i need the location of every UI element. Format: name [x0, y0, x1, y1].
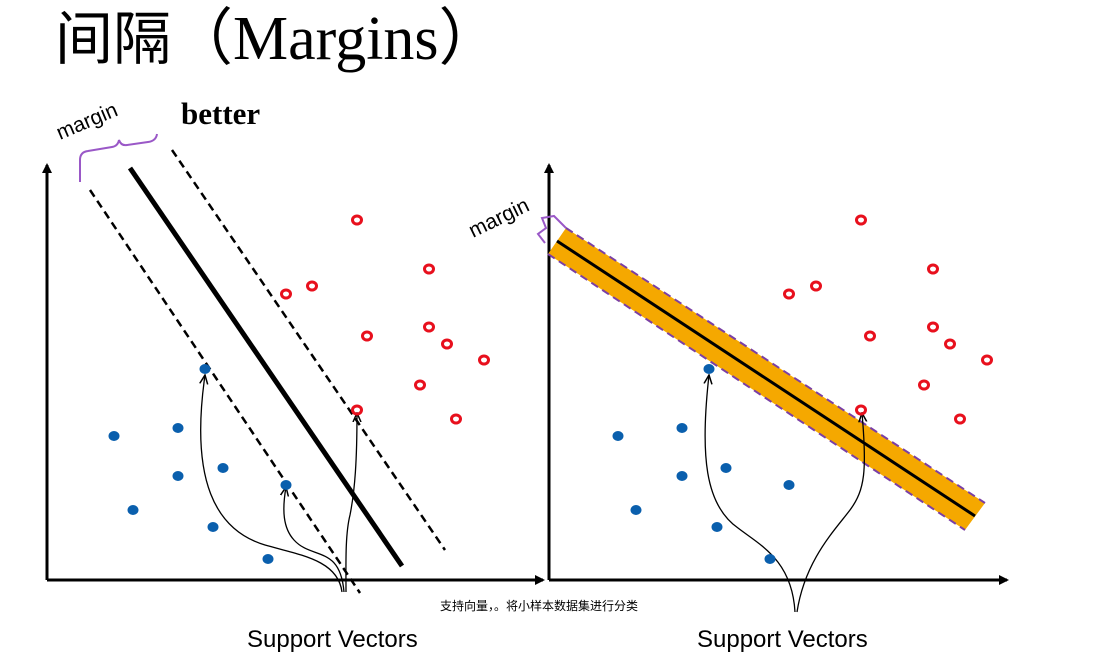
- positive-point: [441, 338, 453, 350]
- positive-point: [351, 214, 363, 226]
- negative-point-support-vector: [280, 480, 292, 490]
- left-positive-points: [280, 214, 490, 425]
- right-margin-edge-lower: [547, 253, 966, 531]
- positive-point: [280, 288, 292, 300]
- negative-point: [676, 471, 688, 481]
- negative-point: [783, 480, 795, 490]
- negative-point: [676, 423, 688, 433]
- left-support-vectors-label: Support Vectors: [247, 626, 418, 653]
- positive-point: [423, 321, 435, 333]
- left-decision-boundary: [127, 166, 405, 568]
- positive-point-support-vector: [351, 404, 363, 416]
- negative-point: [172, 423, 184, 433]
- right-decision-boundary: [556, 239, 976, 518]
- positive-point: [450, 413, 462, 425]
- left-margin-label: margin: [53, 98, 121, 144]
- negative-point: [612, 431, 624, 441]
- caption: 支持向量，。将小样本数据集进行分类: [440, 599, 639, 613]
- left-margin-line-upper: [170, 149, 447, 551]
- positive-point: [927, 263, 939, 275]
- left-arrow-to-red: [345, 413, 357, 593]
- positive-point: [423, 263, 435, 275]
- right-margin-label: margin: [465, 194, 533, 243]
- positive-point: [478, 354, 490, 366]
- positive-point: [855, 214, 867, 226]
- right-panel: margin: [465, 163, 1009, 613]
- positive-point: [810, 280, 822, 292]
- right-negative-points: [612, 364, 795, 564]
- negative-point: [630, 505, 642, 515]
- left-negative-points: [108, 364, 292, 564]
- left-support-vector-arrows: [201, 375, 357, 593]
- right-margin-edge-upper: [565, 227, 986, 504]
- positive-point: [918, 379, 930, 391]
- right-support-vectors-label: Support Vectors: [697, 626, 868, 653]
- positive-point: [954, 413, 966, 425]
- negative-point: [108, 431, 120, 441]
- slide-title: 间隔（Margins）: [55, 0, 501, 82]
- left-arrow-to-blue-top: [201, 375, 343, 593]
- negative-point-support-vector: [703, 364, 715, 374]
- negative-point: [207, 522, 219, 532]
- positive-point: [864, 330, 876, 342]
- right-arrow-to-red: [796, 413, 864, 613]
- positive-point: [306, 280, 318, 292]
- negative-point: [720, 463, 732, 473]
- negative-point: [172, 471, 184, 481]
- positive-point: [361, 330, 373, 342]
- negative-point: [217, 463, 229, 473]
- left-panel: margin: [42, 98, 545, 594]
- negative-point: [262, 554, 274, 564]
- positive-point-support-vector: [855, 404, 867, 416]
- negative-point: [127, 505, 139, 515]
- left-margin-brace: [79, 133, 158, 182]
- positive-point: [927, 321, 939, 333]
- right-support-vector-arrows: [705, 375, 864, 613]
- negative-point: [711, 522, 723, 532]
- right-arrow-to-blue: [705, 375, 796, 613]
- right-positive-points: [783, 214, 993, 425]
- negative-point: [764, 554, 776, 564]
- positive-point: [981, 354, 993, 366]
- negative-point-support-vector: [199, 364, 211, 374]
- left-margin-line-lower: [88, 189, 362, 594]
- title-cjk: 间隔: [55, 5, 172, 73]
- left-arrow-to-blue-mid: [284, 487, 345, 593]
- positive-point: [414, 379, 426, 391]
- title-latin: （Margins）: [171, 5, 501, 73]
- positive-point: [944, 338, 956, 350]
- positive-point: [783, 288, 795, 300]
- right-margin-brace: [536, 214, 567, 244]
- better-label: better: [181, 96, 261, 131]
